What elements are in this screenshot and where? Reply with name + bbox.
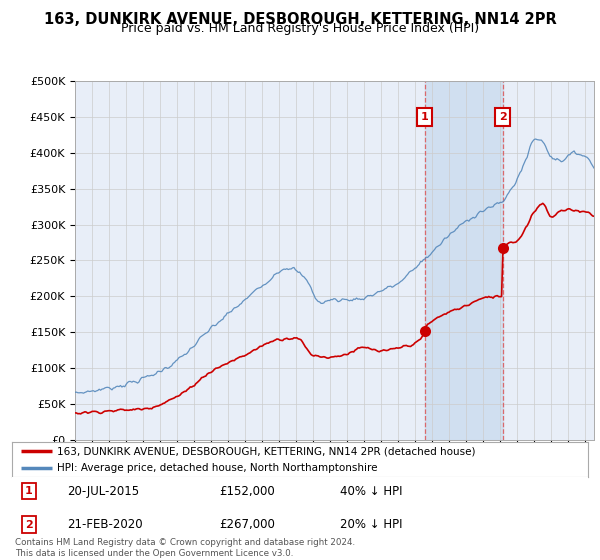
Text: 21-FEB-2020: 21-FEB-2020 [67,518,142,531]
Text: Contains HM Land Registry data © Crown copyright and database right 2024.
This d: Contains HM Land Registry data © Crown c… [15,538,355,558]
Bar [425,81,503,440]
Text: 2: 2 [25,520,32,530]
Text: 20% ↓ HPI: 20% ↓ HPI [340,518,403,531]
Text: 20-JUL-2015: 20-JUL-2015 [67,484,139,497]
Text: 2: 2 [499,112,506,122]
Text: 1: 1 [25,486,32,496]
Text: 163, DUNKIRK AVENUE, DESBOROUGH, KETTERING, NN14 2PR (detached house): 163, DUNKIRK AVENUE, DESBOROUGH, KETTERI… [57,446,475,456]
Text: £152,000: £152,000 [220,484,275,497]
Text: Price paid vs. HM Land Registry's House Price Index (HPI): Price paid vs. HM Land Registry's House … [121,22,479,35]
Text: 163, DUNKIRK AVENUE, DESBOROUGH, KETTERING, NN14 2PR: 163, DUNKIRK AVENUE, DESBOROUGH, KETTERI… [44,12,556,27]
Text: £267,000: £267,000 [220,518,275,531]
Text: 1: 1 [421,112,428,122]
Text: HPI: Average price, detached house, North Northamptonshire: HPI: Average price, detached house, Nort… [57,463,377,473]
Text: 40% ↓ HPI: 40% ↓ HPI [340,484,403,497]
